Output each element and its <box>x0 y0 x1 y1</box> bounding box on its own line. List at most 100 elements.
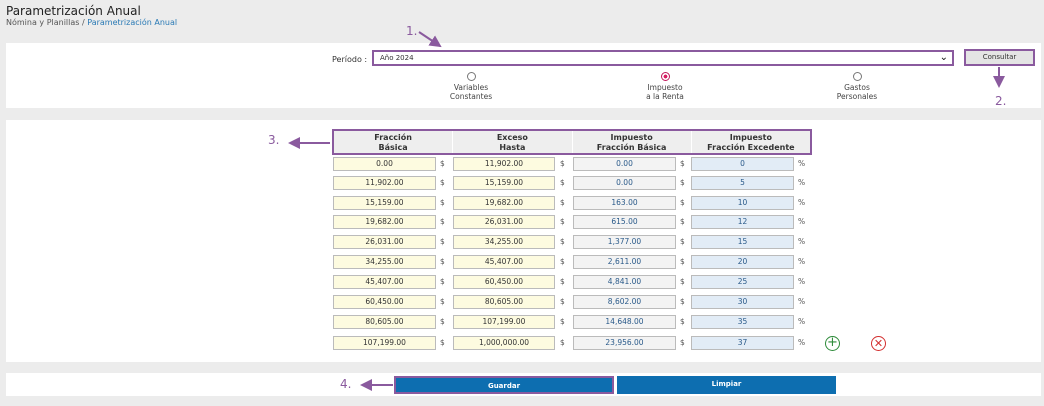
radio-variables-constantes[interactable]: Variables Constantes <box>426 72 516 101</box>
currency-sign: $ <box>680 178 685 187</box>
impuesto-fraccion-basica-input[interactable]: 23,956.00 <box>573 336 676 350</box>
limpiar-button[interactable]: Limpiar <box>617 376 836 394</box>
exceso-hasta-input[interactable]: 80,605.00 <box>453 295 555 309</box>
currency-sign: $ <box>440 159 445 168</box>
exceso-hasta-input[interactable]: 107,199.00 <box>453 315 555 329</box>
impuesto-fraccion-excedente-input[interactable]: 37 <box>691 336 794 350</box>
fraccion-basica-input[interactable]: 11,902.00 <box>333 176 436 190</box>
impuesto-fraccion-excedente-input[interactable]: 15 <box>691 235 794 249</box>
percent-sign: % <box>798 317 806 326</box>
impuesto-fraccion-excedente-input[interactable]: 10 <box>691 196 794 210</box>
radio-label-line2: a la Renta <box>646 92 684 101</box>
percent-sign: % <box>798 277 806 286</box>
fraccion-basica-input[interactable]: 60,450.00 <box>333 295 436 309</box>
impuesto-fraccion-basica-input[interactable]: 8,602.00 <box>573 295 676 309</box>
radio-label-line1: Gastos <box>844 83 870 92</box>
annotation-4: 4. <box>340 377 352 391</box>
impuesto-fraccion-basica-input[interactable]: 2,611.00 <box>573 255 676 269</box>
impuesto-fraccion-excedente-input[interactable]: 12 <box>691 215 794 229</box>
radio-label-line2: Personales <box>836 92 878 101</box>
currency-sign: $ <box>440 277 445 286</box>
fraccion-basica-input[interactable]: 80,605.00 <box>333 315 436 329</box>
radio-impuesto-renta[interactable]: Impuesto a la Renta <box>620 72 710 101</box>
arrow-1 <box>418 31 442 48</box>
percent-sign: % <box>798 178 806 187</box>
fraccion-basica-input[interactable]: 19,682.00 <box>333 215 436 229</box>
currency-sign: $ <box>560 338 565 347</box>
delete-row-icon[interactable]: ✕ <box>871 336 886 351</box>
impuesto-fraccion-basica-input[interactable]: 0.00 <box>573 157 676 171</box>
impuesto-fraccion-basica-input[interactable]: 14,648.00 <box>573 315 676 329</box>
impuesto-fraccion-excedente-input[interactable]: 0 <box>691 157 794 171</box>
currency-sign: $ <box>440 338 445 347</box>
impuesto-fraccion-basica-input[interactable]: 0.00 <box>573 176 676 190</box>
exceso-hasta-input[interactable]: 19,682.00 <box>453 196 555 210</box>
fraccion-basica-input[interactable]: 15,159.00 <box>333 196 436 210</box>
currency-sign: $ <box>680 317 685 326</box>
exceso-hasta-input[interactable]: 34,255.00 <box>453 235 555 249</box>
currency-sign: $ <box>680 338 685 347</box>
impuesto-fraccion-excedente-input[interactable]: 20 <box>691 255 794 269</box>
percent-sign: % <box>798 217 806 226</box>
currency-sign: $ <box>440 237 445 246</box>
page-title: Parametrización Anual <box>6 4 141 18</box>
radio-label-line1: Impuesto <box>647 83 683 92</box>
fraccion-basica-input[interactable]: 34,255.00 <box>333 255 436 269</box>
currency-sign: $ <box>560 317 565 326</box>
fraccion-basica-input[interactable]: 0.00 <box>333 157 436 171</box>
radio-gastos-personales[interactable]: Gastos Personales <box>812 72 902 101</box>
exceso-hasta-input[interactable]: 15,159.00 <box>453 176 555 190</box>
annotation-2: 2. <box>995 94 1007 108</box>
percent-sign: % <box>798 257 806 266</box>
impuesto-fraccion-basica-input[interactable]: 1,377.00 <box>573 235 676 249</box>
impuesto-fraccion-excedente-input[interactable]: 30 <box>691 295 794 309</box>
exceso-hasta-input[interactable]: 45,407.00 <box>453 255 555 269</box>
table-row: 34,255.00 $45,407.00 $2,611.00 $20% <box>333 255 813 269</box>
impuesto-fraccion-excedente-input[interactable]: 35 <box>691 315 794 329</box>
radio-circle-icon <box>852 72 862 81</box>
exceso-hasta-input[interactable]: 60,450.00 <box>453 275 555 289</box>
table-row: 26,031.00 $34,255.00 $1,377.00 $15% <box>333 235 813 249</box>
breadcrumb: Nómina y Planillas / Parametrización Anu… <box>6 18 177 27</box>
page-header: Parametrización Anual Nómina y Planillas… <box>0 0 1044 34</box>
currency-sign: $ <box>560 237 565 246</box>
currency-sign: $ <box>680 257 685 266</box>
fraccion-basica-input[interactable]: 107,199.00 <box>333 336 436 350</box>
period-label: Período : <box>332 55 368 64</box>
impuesto-fraccion-excedente-input[interactable]: 25 <box>691 275 794 289</box>
header-impuesto-fraccion-excedente: Impuesto Fracción Excedente <box>707 133 795 152</box>
exceso-hasta-input[interactable]: 1,000,000.00 <box>453 336 555 350</box>
fraccion-basica-input[interactable]: 45,407.00 <box>333 275 436 289</box>
currency-sign: $ <box>680 159 685 168</box>
currency-sign: $ <box>560 217 565 226</box>
currency-sign: $ <box>560 257 565 266</box>
currency-sign: $ <box>680 277 685 286</box>
impuesto-fraccion-basica-input[interactable]: 4,841.00 <box>573 275 676 289</box>
guardar-button[interactable]: Guardar <box>394 376 614 394</box>
exceso-hasta-input[interactable]: 26,031.00 <box>453 215 555 229</box>
fraccion-basica-input[interactable]: 26,031.00 <box>333 235 436 249</box>
breadcrumb-current[interactable]: Parametrización Anual <box>87 18 178 27</box>
annotation-3: 3. <box>268 133 280 147</box>
period-select-value: Año 2024 <box>380 54 414 62</box>
impuesto-fraccion-excedente-input[interactable]: 5 <box>691 176 794 190</box>
breadcrumb-root[interactable]: Nómina y Planillas <box>6 18 80 27</box>
currency-sign: $ <box>680 217 685 226</box>
table-row: 0.00 $11,902.00 $0.00 $0% <box>333 157 813 171</box>
currency-sign: $ <box>560 159 565 168</box>
exceso-hasta-input[interactable]: 11,902.00 <box>453 157 555 171</box>
table-row: 11,902.00 $15,159.00 $0.00 $5% <box>333 176 813 190</box>
percent-sign: % <box>798 159 806 168</box>
impuesto-fraccion-basica-input[interactable]: 163.00 <box>573 196 676 210</box>
table-header: Fracción Básica Exceso Hasta Impuesto Fracc… <box>332 129 812 155</box>
currency-sign: $ <box>680 198 685 207</box>
add-row-icon[interactable]: + <box>825 336 840 351</box>
currency-sign: $ <box>680 297 685 306</box>
header-fraccion-basica: Fracción Básica <box>334 131 454 153</box>
chevron-down-icon: ⌄ <box>939 52 948 63</box>
period-select[interactable]: Año 2024 ⌄ <box>372 50 954 66</box>
consultar-button[interactable]: Consultar <box>964 49 1035 66</box>
impuesto-fraccion-basica-input[interactable]: 615.00 <box>573 215 676 229</box>
currency-sign: $ <box>560 277 565 286</box>
